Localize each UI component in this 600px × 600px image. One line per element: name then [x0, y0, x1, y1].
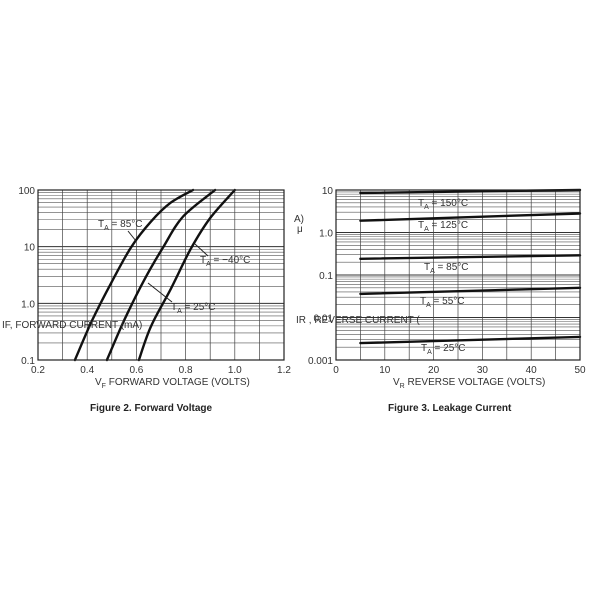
y-tick-label: 0.001 — [308, 356, 333, 367]
x-tick-label: 0.2 — [31, 365, 45, 376]
annotation-85c: TA = 85°C — [98, 219, 143, 232]
y-tick-labels: 0.001 0.01 0.1 1.0 10 — [308, 186, 333, 367]
series-line-3 — [359, 286, 582, 296]
annotation-85c: TA = 85°C — [424, 262, 469, 275]
y-tick-label: 10 — [24, 243, 36, 254]
y-axis-label: IR , REVERSE CURRENT ( — [296, 315, 420, 326]
plot-frame — [37, 189, 285, 361]
x-tick-label: 20 — [428, 365, 440, 376]
x-tick-label: 50 — [574, 365, 586, 376]
annotation-25c: TA = 25°C — [421, 343, 466, 356]
series-line-0 — [73, 188, 195, 362]
x-tick-label: 1.0 — [228, 365, 242, 376]
grid-lines — [336, 190, 580, 361]
plot-frame — [335, 189, 581, 361]
x-tick-label: 1.2 — [277, 365, 291, 376]
series-line-4 — [359, 335, 582, 345]
forward-voltage-chart: 0.2 0.4 0.6 0.8 1.0 1.2 0.1 1.0 10 100 IF, FORWA… — [2, 186, 291, 414]
x-tick-label: 0.8 — [179, 365, 193, 376]
annotation-minus40c-leader — [194, 243, 209, 257]
y-tick-label: 0.1 — [21, 356, 35, 367]
series-line-1 — [105, 188, 217, 362]
series-line-1 — [359, 212, 582, 222]
x-tick-label: 30 — [477, 365, 489, 376]
y-axis-label-fragment-a: A) — [294, 214, 304, 225]
x-tick-label: 40 — [526, 365, 538, 376]
x-tick-label: 0.4 — [80, 365, 94, 376]
figure-caption: Figure 3. Leakage Current — [388, 403, 512, 414]
x-tick-label: 0.6 — [129, 365, 143, 376]
series-lines — [73, 188, 236, 362]
y-tick-label: 0.1 — [319, 271, 333, 282]
figure-caption: Figure 2. Forward Voltage — [90, 403, 212, 414]
x-tick-label: 0 — [333, 365, 339, 376]
annotation-150c: TA = 150°C — [418, 198, 468, 211]
y-tick-label: 100 — [18, 186, 35, 197]
x-axis-label: VR REVERSE VOLTAGE (VOLTS) — [393, 377, 545, 390]
x-tick-labels: 0.2 0.4 0.6 0.8 1.0 1.2 — [31, 365, 291, 376]
y-tick-label: 1.0 — [21, 299, 35, 310]
y-tick-labels: 0.1 1.0 10 100 — [18, 186, 35, 367]
annotation-25c-leader — [147, 282, 173, 303]
y-tick-label: 10 — [322, 186, 334, 197]
annotation-minus40c: TA = −40°C — [200, 255, 250, 268]
series-line-2 — [359, 254, 582, 260]
y-axis-label-fragment-mu: μ — [297, 224, 303, 235]
annotation-85c-leader — [127, 230, 137, 242]
annotation-125c: TA = 125°C — [418, 220, 468, 233]
x-tick-labels: 0 10 20 30 40 50 — [333, 365, 586, 376]
leakage-current-chart: 0 10 20 30 40 50 0.001 0.01 0.1 1.0 10 A) μ IR , … — [294, 186, 586, 414]
x-axis-label: VF FORWARD VOLTAGE (VOLTS) — [95, 377, 250, 390]
annotation-25c: TA = 25°C — [171, 302, 216, 315]
y-tick-label: 1.0 — [319, 229, 333, 240]
series-line-2 — [137, 188, 236, 362]
y-tick-label: 0.01 — [314, 314, 334, 325]
y-axis-label: IF, FORWARD CURRENT (mA) — [2, 320, 142, 331]
annotation-55c: TA = 55°C — [420, 296, 465, 309]
x-tick-label: 10 — [379, 365, 391, 376]
